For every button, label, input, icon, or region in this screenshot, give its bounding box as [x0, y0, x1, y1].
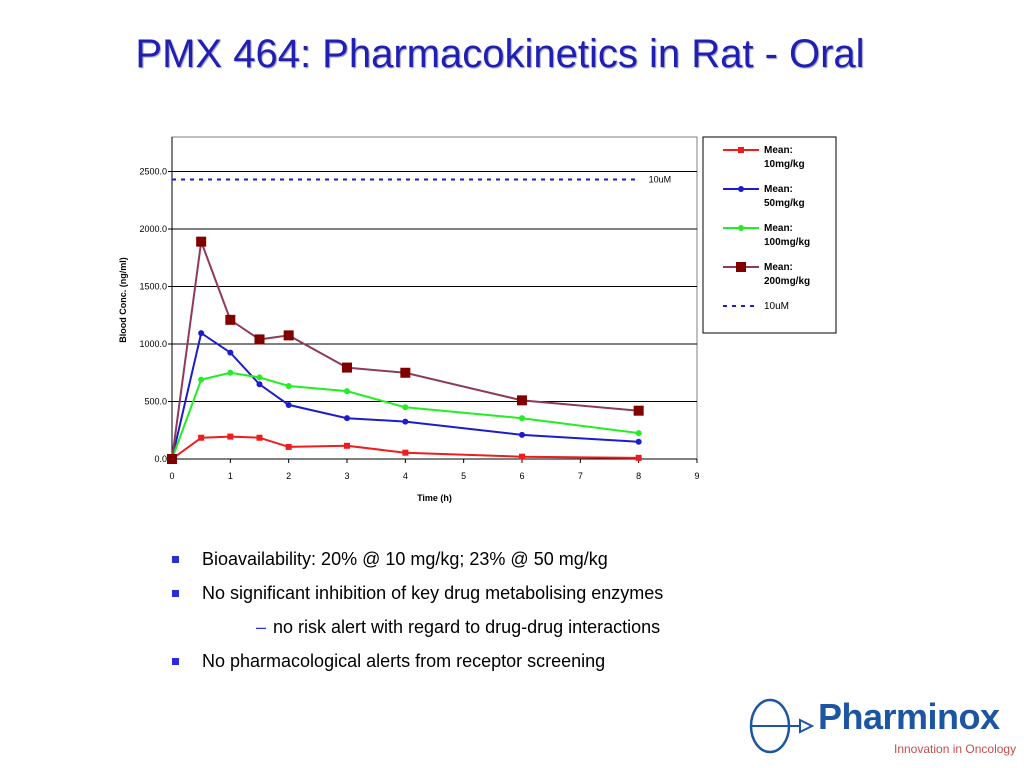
data-point — [344, 388, 350, 395]
legend-label: Mean: — [764, 223, 793, 234]
x-tick-label: 5 — [461, 471, 466, 481]
data-point — [227, 369, 234, 376]
data-point — [344, 442, 350, 449]
legend-box — [702, 136, 837, 334]
data-point — [342, 362, 352, 373]
y-tick-label: 2500.0 — [139, 167, 167, 177]
y-axis-label: Blood Conc. (ng/ml) — [118, 257, 128, 343]
data-point — [402, 449, 409, 456]
data-point — [633, 405, 644, 416]
legend-label: Mean: — [764, 184, 793, 195]
x-tick-label: 4 — [403, 471, 408, 481]
pharminox-logo-mark-icon — [749, 698, 815, 754]
data-point — [519, 453, 525, 460]
company-logo: Pharminox Innovation in Oncology — [748, 692, 1024, 768]
legend-label: 50mg/kg — [764, 198, 805, 209]
data-point — [198, 376, 205, 383]
bullet-list: Bioavailability: 20% @ 10 mg/kg; 23% @ 5… — [172, 544, 932, 680]
plot-area — [171, 136, 698, 460]
plot-area-frame — [171, 136, 698, 460]
data-point — [198, 330, 205, 337]
dash-bullet-icon: – — [256, 617, 267, 637]
bullet-text: No pharmacological alerts from receptor … — [202, 651, 606, 671]
bullet-item: No significant inhibition of key drug me… — [172, 578, 932, 612]
chart-legend: Mean: 10mg/kg Mean: 50mg/kg Mean: 100mg/kg Mea… — [702, 136, 837, 334]
bullet-item: Bioavailability: 20% @ 10 mg/kg; 23% @ 5… — [172, 544, 932, 578]
data-point — [402, 418, 409, 425]
bullet-square-icon — [172, 590, 179, 597]
bullet-text: No significant inhibition of key drug me… — [202, 583, 664, 603]
data-point — [256, 381, 263, 388]
x-tick-label: 9 — [694, 471, 699, 481]
sub-bullet-text: no risk alert with regard to drug-drug i… — [273, 617, 661, 637]
data-point — [198, 434, 205, 441]
data-point — [254, 334, 265, 345]
x-tick-label: 8 — [636, 471, 641, 481]
data-point — [519, 415, 525, 422]
y-tick-label: 0.0 — [154, 454, 167, 464]
x-tick-label: 0 — [169, 471, 174, 481]
sub-bullet-item: – no risk alert with regard to drug-drug… — [172, 612, 932, 646]
legend-label: 10uM — [764, 301, 789, 312]
legend-label: Mean: — [764, 145, 793, 156]
data-point — [400, 367, 411, 378]
legend-swatch-marker — [736, 262, 746, 272]
data-point — [283, 330, 294, 341]
y-tick-label: 2000.0 — [139, 224, 167, 234]
bullet-square-icon — [172, 556, 179, 563]
data-point — [167, 454, 177, 464]
data-point — [227, 349, 234, 356]
y-tick-label: 500.0 — [144, 397, 167, 407]
legend-swatch-marker — [738, 225, 744, 231]
x-axis-label: Time (h) — [417, 493, 452, 503]
chart-series: 10uM — [167, 175, 671, 464]
reference-line-label: 10uM — [649, 175, 672, 185]
data-point — [225, 314, 236, 325]
bullet-item: No pharmacological alerts from receptor … — [172, 646, 932, 680]
legend-label: 10mg/kg — [764, 159, 805, 170]
logo-tagline: Innovation in Oncology — [894, 742, 1017, 756]
slide-title: PMX 464: Pharmacokinetics in Rat - Oral — [135, 32, 865, 76]
y-tick-label: 1500.0 — [139, 282, 167, 292]
x-tick-label: 6 — [519, 471, 524, 481]
data-point — [344, 415, 350, 422]
x-tick-label: 3 — [344, 471, 349, 481]
data-point — [256, 434, 263, 441]
data-point — [517, 395, 527, 406]
data-point — [635, 438, 642, 445]
data-point — [635, 430, 642, 437]
legend-label: 200mg/kg — [764, 276, 810, 287]
data-point — [519, 431, 525, 438]
data-point — [196, 236, 207, 247]
data-point — [285, 443, 292, 450]
legend-label: 100mg/kg — [764, 237, 810, 248]
x-tick-label: 2 — [286, 471, 291, 481]
legend-label: Mean: — [764, 262, 793, 273]
y-tick-label: 1000.0 — [139, 339, 167, 349]
x-tick-label: 7 — [578, 471, 583, 481]
legend-swatch-marker — [738, 147, 744, 153]
data-point — [635, 454, 642, 461]
bullet-text: Bioavailability: 20% @ 10 mg/kg; 23% @ 5… — [202, 549, 608, 569]
logo-name: Pharminox — [818, 696, 1000, 737]
data-point — [285, 382, 292, 389]
data-point — [227, 433, 234, 440]
bullet-square-icon — [172, 658, 179, 665]
data-point — [256, 374, 263, 381]
legend-swatch-marker — [738, 186, 744, 192]
x-tick-label: 1 — [228, 471, 233, 481]
data-point — [285, 401, 292, 408]
data-point — [402, 404, 409, 411]
